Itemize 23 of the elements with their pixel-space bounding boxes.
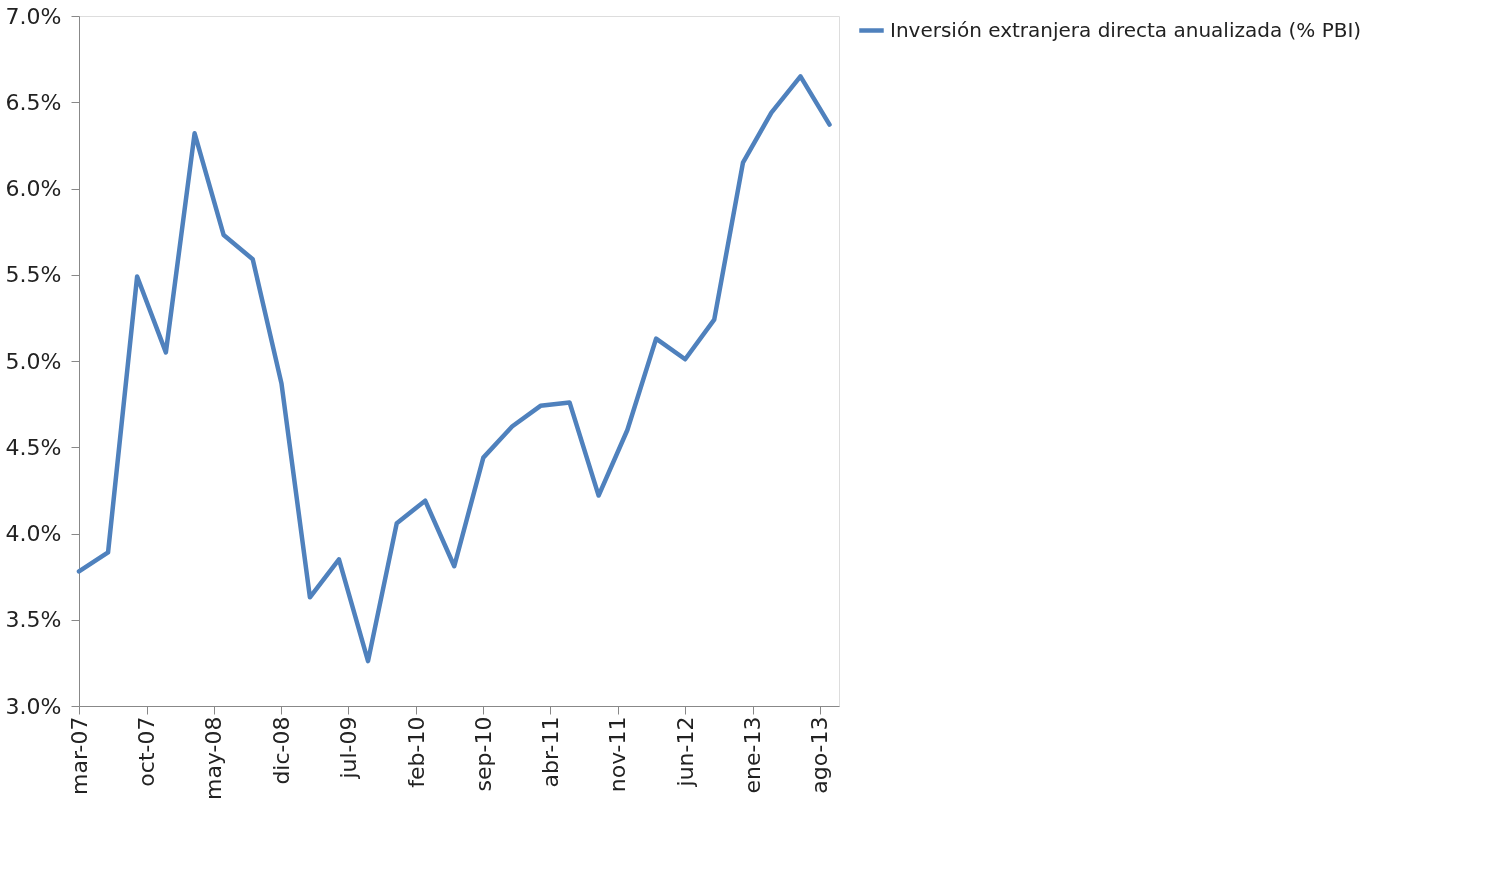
y-tick-label: 5.5% xyxy=(5,262,62,288)
x-tick-label: mar-07 xyxy=(66,716,92,795)
y-tick-label: 6.5% xyxy=(5,89,62,115)
x-tick-label: may-08 xyxy=(201,716,227,800)
x-tick-label: sep-10 xyxy=(470,716,496,792)
x-tick-label: ago-13 xyxy=(807,716,833,794)
x-tick-label: dic-08 xyxy=(268,716,294,785)
y-tick-label: 4.5% xyxy=(5,434,62,460)
x-tick-label: jul-09 xyxy=(335,716,361,780)
x-tick-label: abr-11 xyxy=(537,716,563,788)
x-tick-label: nov-11 xyxy=(605,716,631,793)
y-tick-label: 6.0% xyxy=(5,176,62,201)
y-tick-label: 5.0% xyxy=(5,348,62,374)
y-tick-label: 3.0% xyxy=(5,693,62,719)
x-tick-label: jun-12 xyxy=(672,716,698,788)
y-tick-label: 7.0% xyxy=(5,3,62,29)
y-tick-label: 3.5% xyxy=(5,607,62,633)
legend-label: Inversión extranjera directa anualizada (% PBI) xyxy=(890,17,1362,42)
line-series xyxy=(76,74,832,664)
y-tick-label: 4.0% xyxy=(5,521,62,546)
x-tick-label: oct-07 xyxy=(134,716,160,787)
x-tick-label: feb-10 xyxy=(403,716,429,788)
x-tick-label: ene-13 xyxy=(740,716,766,794)
